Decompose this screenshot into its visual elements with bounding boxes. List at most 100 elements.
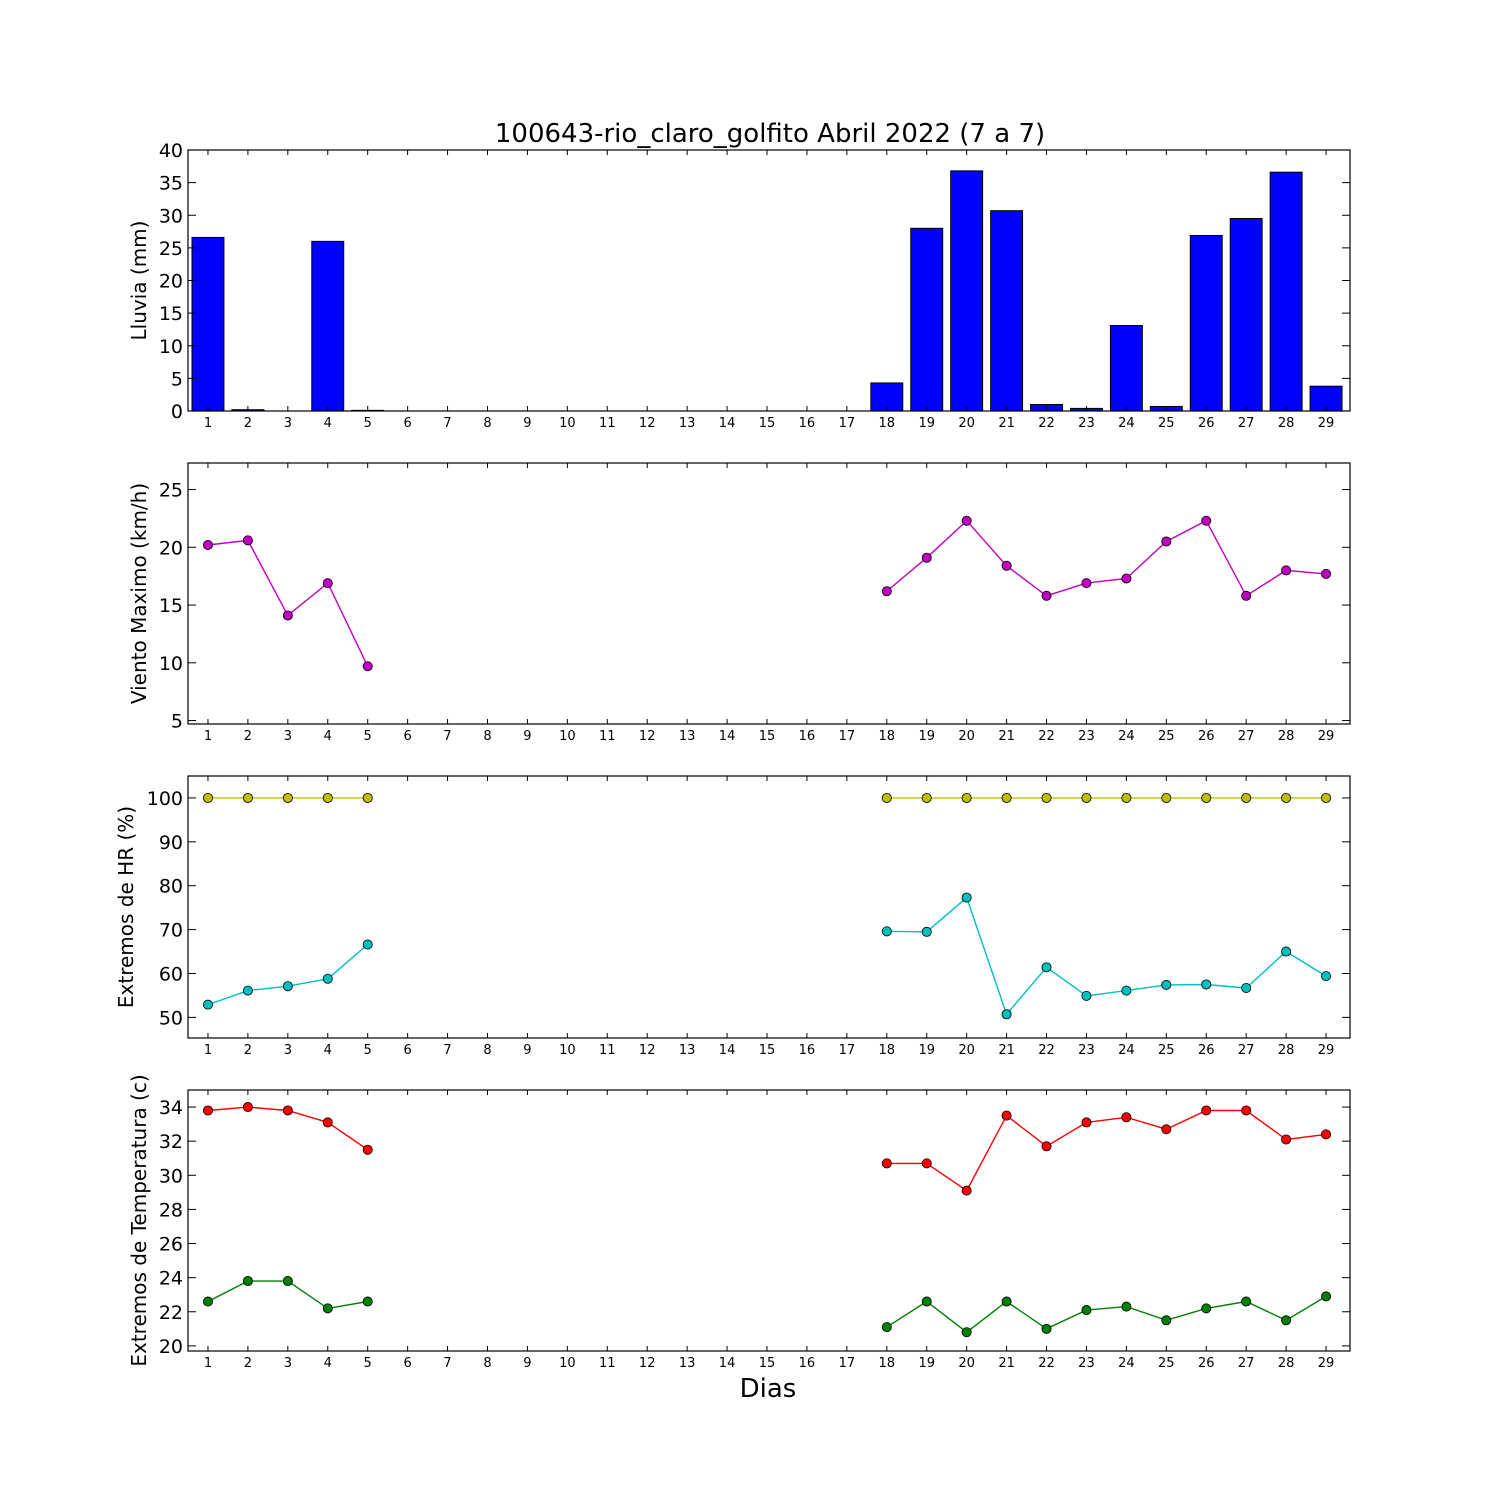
temperature-point <box>1281 1134 1292 1145</box>
temperature-series-line <box>886 1295 1327 1334</box>
temperature-point <box>1161 1315 1172 1326</box>
wind-series-line <box>886 519 1327 597</box>
temperature-point <box>242 1102 253 1113</box>
rain-x-tick-label: 28 <box>1278 416 1295 431</box>
humidity-point <box>1241 792 1252 803</box>
humidity-point <box>362 792 373 803</box>
wind-x-tick-label: 14 <box>719 729 736 744</box>
humidity-point <box>1081 792 1092 803</box>
humidity-point <box>1201 979 1212 990</box>
wind-point <box>881 586 892 597</box>
humidity-point <box>1081 990 1092 1001</box>
wind-point <box>1001 560 1012 571</box>
rain-axes-frame <box>187 149 1351 412</box>
temperature-x-tick-label: 13 <box>679 1356 696 1371</box>
temperature-point <box>322 1117 333 1128</box>
humidity-point <box>242 985 253 996</box>
temperature-point <box>921 1296 932 1307</box>
humidity-series-line <box>207 943 369 1006</box>
temperature-point <box>1121 1112 1132 1123</box>
wind-point <box>1201 515 1212 526</box>
rain-y-tick-label: 20 <box>159 271 183 293</box>
rain-x-tick-label: 21 <box>998 416 1015 431</box>
humidity-y-tick-label: 70 <box>159 920 183 942</box>
temperature-series-line <box>886 1109 1327 1192</box>
humidity-x-tick-label: 22 <box>1038 1043 1055 1058</box>
temperature-x-tick-label: 15 <box>759 1356 776 1371</box>
humidity-point <box>881 792 892 803</box>
temperature-point <box>282 1105 293 1116</box>
humidity-x-tick-label: 27 <box>1238 1043 1255 1058</box>
humidity-x-tick-label: 24 <box>1118 1043 1135 1058</box>
rain-x-tick-label: 24 <box>1118 416 1135 431</box>
wind-x-tick-label: 29 <box>1318 729 1335 744</box>
temperature-point <box>961 1327 972 1338</box>
humidity-x-tick-label: 17 <box>839 1043 856 1058</box>
temperature-point <box>1001 1110 1012 1121</box>
temperature-x-tick-label: 20 <box>958 1356 975 1371</box>
wind-x-tick-label: 25 <box>1158 729 1175 744</box>
wind-point <box>362 661 373 672</box>
wind-x-tick-label: 2 <box>244 729 252 744</box>
wind-x-tick-label: 28 <box>1278 729 1295 744</box>
humidity-point <box>1001 792 1012 803</box>
wind-y-tick-label: 5 <box>171 711 183 733</box>
humidity-point <box>1121 792 1132 803</box>
temperature-x-tick-label: 27 <box>1238 1356 1255 1371</box>
humidity-x-tick-label: 26 <box>1198 1043 1215 1058</box>
temperature-y-tick-label: 28 <box>159 1199 183 1221</box>
temperature-y-tick-label: 34 <box>159 1097 183 1119</box>
rain-y-axis-label: Lluvia (mm) <box>127 221 151 341</box>
humidity-x-tick-label: 4 <box>324 1043 332 1058</box>
temperature-y-tick-label: 20 <box>159 1336 183 1358</box>
humidity-y-tick-label: 90 <box>159 832 183 854</box>
temperature-point <box>1321 1291 1332 1302</box>
rain-bar <box>1189 234 1223 412</box>
temperature-point <box>1041 1141 1052 1152</box>
rain-x-tick-label: 20 <box>958 416 975 431</box>
temperature-x-tick-label: 4 <box>324 1356 332 1371</box>
temperature-x-tick-label: 9 <box>523 1356 531 1371</box>
humidity-point <box>1281 792 1292 803</box>
rain-x-tick-label: 2 <box>244 416 252 431</box>
humidity-point <box>1001 1009 1012 1020</box>
rain-x-tick-label: 10 <box>559 416 576 431</box>
rain-x-tick-label: 4 <box>324 416 332 431</box>
rain-x-tick-label: 23 <box>1078 416 1095 431</box>
wind-x-tick-label: 26 <box>1198 729 1215 744</box>
rain-y-tick-label: 15 <box>159 303 183 325</box>
wind-point <box>242 535 253 546</box>
humidity-x-tick-label: 12 <box>639 1043 656 1058</box>
temperature-x-tick-label: 26 <box>1198 1356 1215 1371</box>
rain-x-tick-label: 13 <box>679 416 696 431</box>
rain-y-tick-label: 5 <box>171 368 183 390</box>
wind-x-tick-label: 23 <box>1078 729 1095 744</box>
temperature-x-tick-label: 17 <box>839 1356 856 1371</box>
humidity-y-tick-label: 80 <box>159 876 183 898</box>
humidity-x-tick-label: 3 <box>284 1043 292 1058</box>
humidity-point <box>921 926 932 937</box>
wind-series-line <box>207 539 369 667</box>
wind-x-tick-label: 27 <box>1238 729 1255 744</box>
rain-y-tick-label: 40 <box>159 140 183 162</box>
temperature-x-tick-label: 23 <box>1078 1356 1095 1371</box>
temperature-x-tick-label: 19 <box>918 1356 935 1371</box>
wind-x-tick-label: 12 <box>639 729 656 744</box>
humidity-x-tick-label: 6 <box>403 1043 411 1058</box>
temperature-x-tick-label: 6 <box>403 1356 411 1371</box>
rain-x-tick-label: 1 <box>204 416 212 431</box>
temperature-point <box>1241 1296 1252 1307</box>
humidity-x-tick-label: 28 <box>1278 1043 1295 1058</box>
wind-point <box>1121 573 1132 584</box>
temperature-x-tick-label: 12 <box>639 1356 656 1371</box>
temperature-x-tick-label: 24 <box>1118 1356 1135 1371</box>
humidity-point <box>1161 792 1172 803</box>
wind-x-tick-label: 1 <box>204 729 212 744</box>
humidity-series-line <box>886 896 1327 1016</box>
rain-y-tick-label: 0 <box>171 401 183 423</box>
wind-x-tick-label: 15 <box>759 729 776 744</box>
temperature-y-axis-label: Extremos de Temperatura (c) <box>127 1074 151 1366</box>
humidity-x-tick-label: 29 <box>1318 1043 1335 1058</box>
